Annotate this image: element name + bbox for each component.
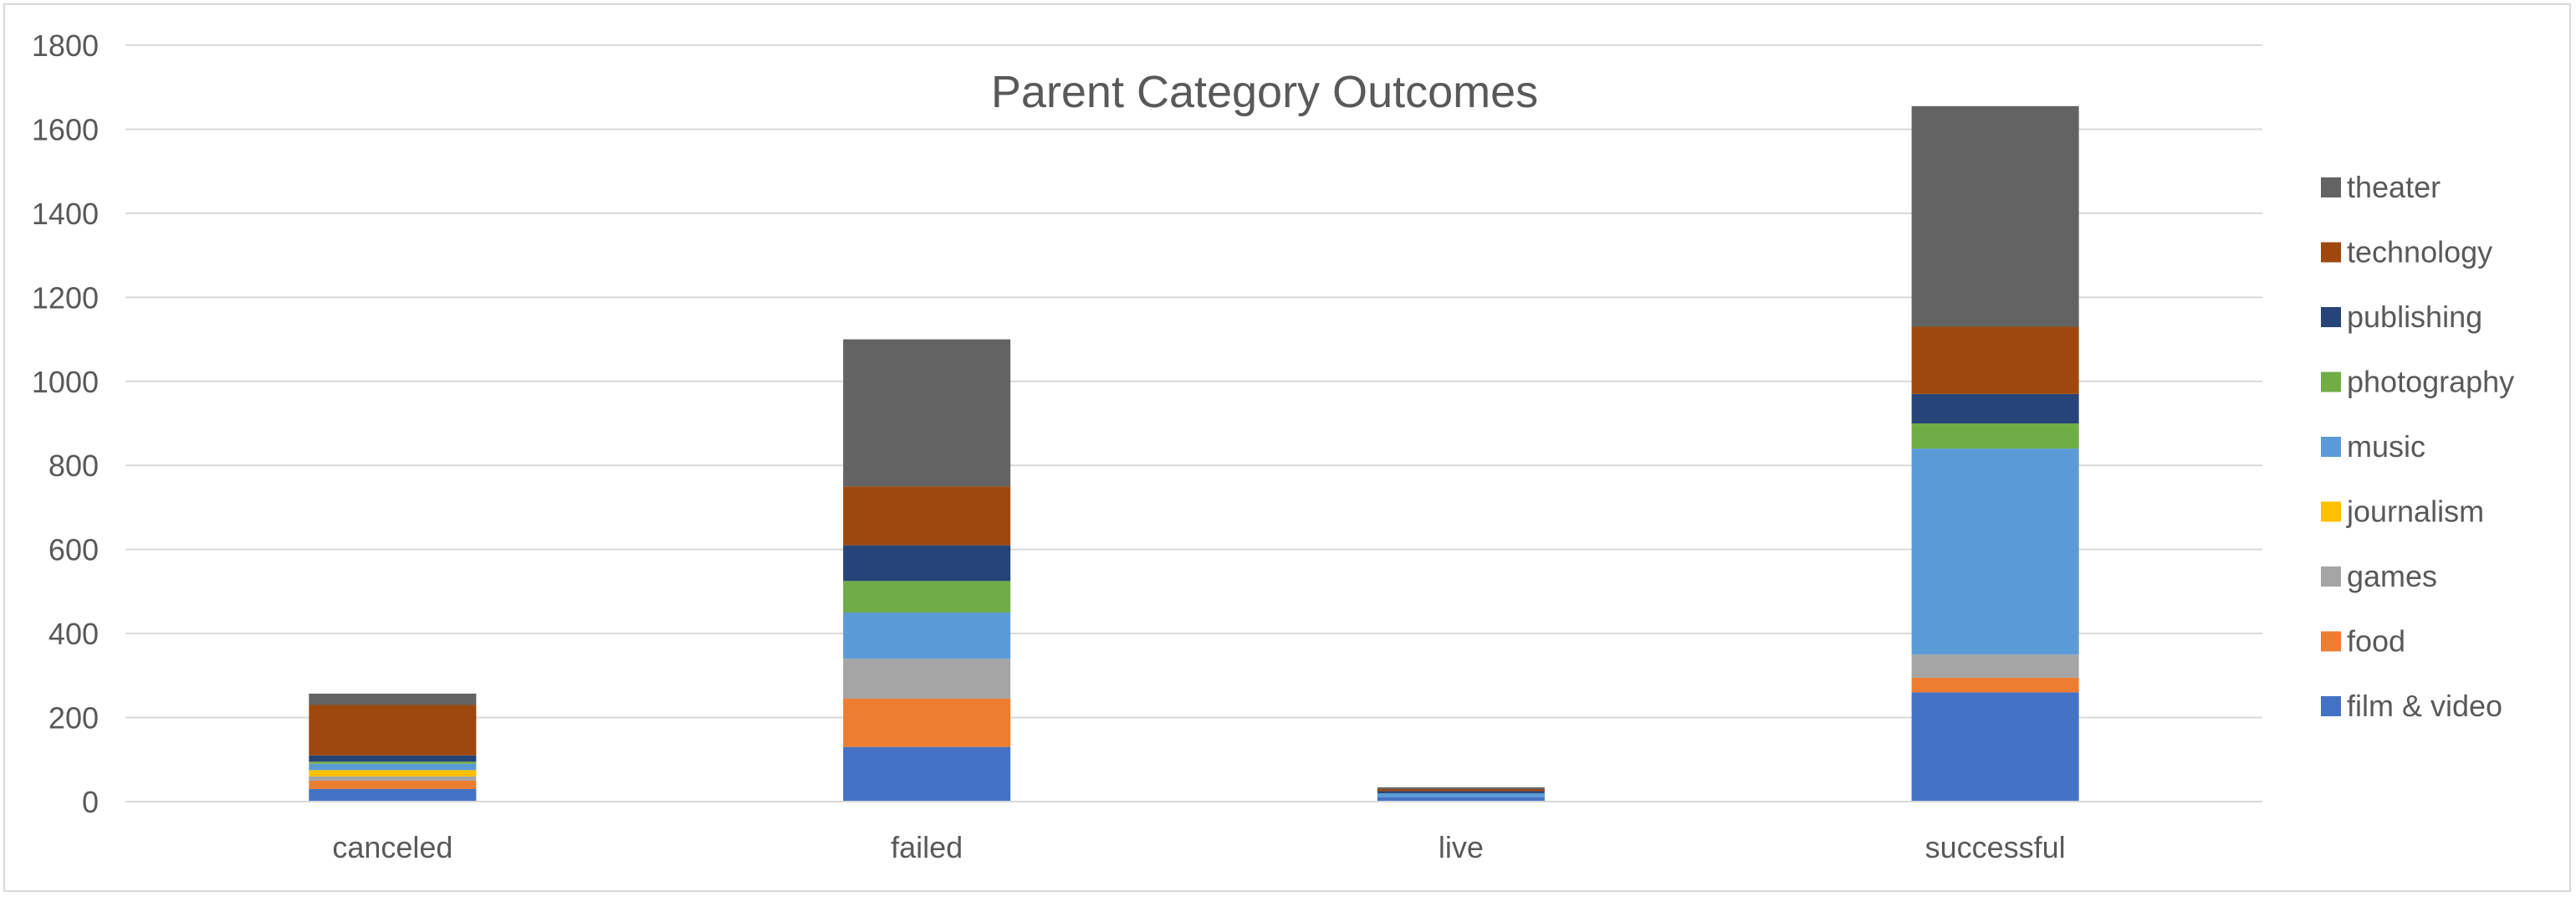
legend-swatch [2321,696,2341,716]
y-tick-label: 1200 [32,280,99,315]
y-tick-label: 0 [82,785,99,819]
gridlines [125,44,2262,719]
bar-segment-photography-canceled [309,761,477,764]
bar-segment-music-failed [843,613,1011,659]
y-tick-label: 1400 [32,197,99,231]
legend-label: music [2347,429,2425,464]
bar-segment-film-video-failed [843,746,1011,802]
bar-segment-technology-successful [1911,326,2079,394]
legend-swatch [2321,372,2341,392]
y-tick-label: 200 [49,701,99,736]
legend-swatch [2321,177,2341,197]
legend-swatch [2321,307,2341,327]
bar-segment-technology-live [1377,788,1545,792]
bar-segment-music-successful [1911,448,2079,655]
y-tick-label: 800 [49,448,99,483]
bar-segment-games-successful [1911,654,2079,678]
legend-label: technology [2347,235,2492,269]
legend-label: film & video [2347,689,2502,723]
bar-segment-technology-failed [843,486,1011,546]
y-tick-label: 1600 [32,112,99,146]
x-category-label: successful [1925,830,2066,864]
bar-segment-theater-successful [1911,105,2079,327]
legend-label: theater [2347,170,2441,204]
bar-segment-games-failed [843,659,1011,699]
legend-label: games [2347,559,2437,593]
bar-segment-publishing-canceled [309,755,477,762]
legend-swatch [2321,437,2341,457]
legend: theater technology publishing photography mu… [2321,170,2514,723]
legend-swatch [2321,242,2341,263]
x-category-label: failed [891,830,963,864]
y-tick-label: 1000 [32,365,99,399]
bars [309,105,2079,802]
legend-swatch [2321,631,2341,652]
bar-segment-theater-failed [843,339,1011,487]
bar-segment-food-canceled [309,780,477,789]
legend-swatch [2321,501,2341,522]
bar-segment-photography-successful [1911,423,2079,449]
bar-segment-food-failed [843,698,1011,747]
bar-segment-technology-canceled [309,705,477,756]
chart-title: Parent Category Outcomes [991,67,1538,117]
y-tick-label: 600 [49,533,99,567]
bar-segment-photography-failed [843,581,1011,613]
legend-label: photography [2347,365,2514,399]
x-category-label: canceled [332,830,452,864]
bar-segment-theater-live [1377,787,1545,789]
y-tick-label: 1800 [32,28,99,63]
bar-segment-games-canceled [309,776,477,781]
bar-segment-publishing-live [1377,791,1545,793]
bar-segment-music-live [1377,792,1545,797]
bar-segment-publishing-successful [1911,393,2079,423]
bar-segment-film-video-live [1377,797,1545,802]
bar-segment-journalism-canceled [309,770,477,777]
legend-label: publishing [2347,300,2482,334]
bar-segment-food-successful [1911,677,2079,693]
bar-segment-theater-canceled [309,693,477,705]
bar-segment-film-video-canceled [309,788,477,802]
bar-segment-music-canceled [309,763,477,771]
bar-segment-film-video-successful [1911,692,2079,802]
x-category-label: live [1439,830,1484,864]
legend-label: journalism [2346,495,2484,529]
legend-label: food [2347,624,2405,659]
y-axis-ticks: 0 200 400 600 800 1000 1200 1400 1600 1800 [32,28,99,819]
y-tick-label: 400 [49,617,99,651]
legend-swatch [2321,566,2341,587]
bar-segment-publishing-failed [843,545,1011,582]
x-axis-labels: canceled failed live successful [332,830,2065,864]
